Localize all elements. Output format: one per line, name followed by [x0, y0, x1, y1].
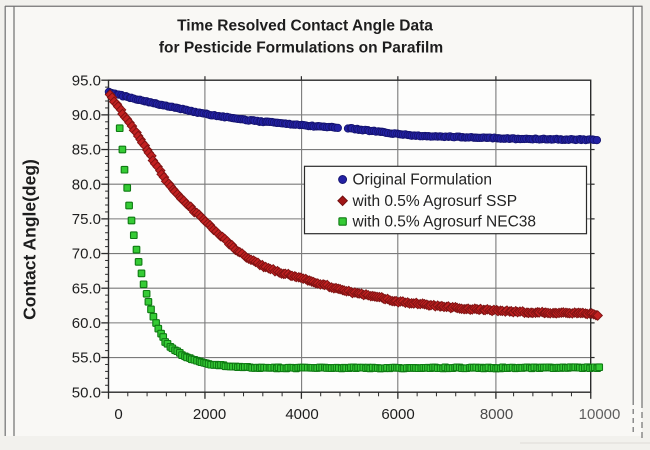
svg-text:with 0.5% Agrosurf NEC38: with 0.5% Agrosurf NEC38	[352, 214, 537, 231]
svg-text:95.0: 95.0	[72, 72, 101, 89]
svg-text:Contact Angle(deg): Contact Angle(deg)	[20, 159, 40, 320]
svg-text:50.0: 50.0	[72, 384, 101, 401]
svg-text:85.0: 85.0	[72, 142, 101, 159]
svg-text:Time Resolved Contact Angle Da: Time Resolved Contact Angle Data	[177, 18, 433, 35]
svg-text:70.0: 70.0	[72, 246, 101, 263]
svg-text:for Pesticide Formulations on: for Pesticide Formulations on Parafilm	[159, 40, 443, 57]
svg-text:60.0: 60.0	[72, 315, 101, 332]
svg-text:80.0: 80.0	[72, 176, 101, 193]
svg-text:8000: 8000	[480, 406, 513, 423]
svg-text:0: 0	[114, 406, 122, 423]
svg-text:55.0: 55.0	[72, 350, 101, 367]
svg-text:2000: 2000	[193, 406, 226, 423]
svg-text:10000: 10000	[579, 406, 621, 423]
svg-text:6000: 6000	[381, 406, 414, 423]
svg-text:75.0: 75.0	[72, 211, 101, 228]
svg-text:4000: 4000	[285, 406, 318, 423]
svg-text:65.0: 65.0	[72, 280, 101, 297]
svg-text:Original Formulation: Original Formulation	[353, 172, 493, 189]
svg-text:90.0: 90.0	[72, 107, 101, 124]
svg-text:with 0.5% Agrosurf SSP: with 0.5% Agrosurf SSP	[352, 193, 518, 210]
